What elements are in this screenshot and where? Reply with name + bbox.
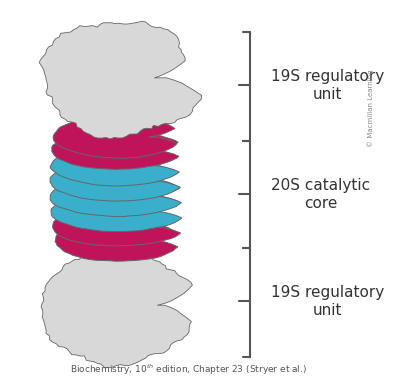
PathPatch shape — [41, 246, 192, 367]
Text: 20S catalytic
core: 20S catalytic core — [271, 178, 370, 211]
PathPatch shape — [50, 176, 181, 217]
PathPatch shape — [50, 146, 179, 186]
Text: 19S regulatory
unit: 19S regulatory unit — [271, 285, 384, 318]
Text: 19S regulatory
unit: 19S regulatory unit — [271, 69, 384, 102]
Text: Biochemistry, 10$^{th}$ edition, Chapter 23 (Stryer et al.): Biochemistry, 10$^{th}$ edition, Chapter… — [70, 362, 307, 377]
PathPatch shape — [50, 161, 181, 201]
PathPatch shape — [55, 219, 178, 261]
Text: © Macmillan Learning: © Macmillan Learning — [367, 70, 374, 147]
PathPatch shape — [51, 191, 182, 232]
PathPatch shape — [53, 208, 181, 246]
PathPatch shape — [52, 131, 179, 169]
PathPatch shape — [39, 21, 202, 139]
PathPatch shape — [53, 116, 177, 158]
